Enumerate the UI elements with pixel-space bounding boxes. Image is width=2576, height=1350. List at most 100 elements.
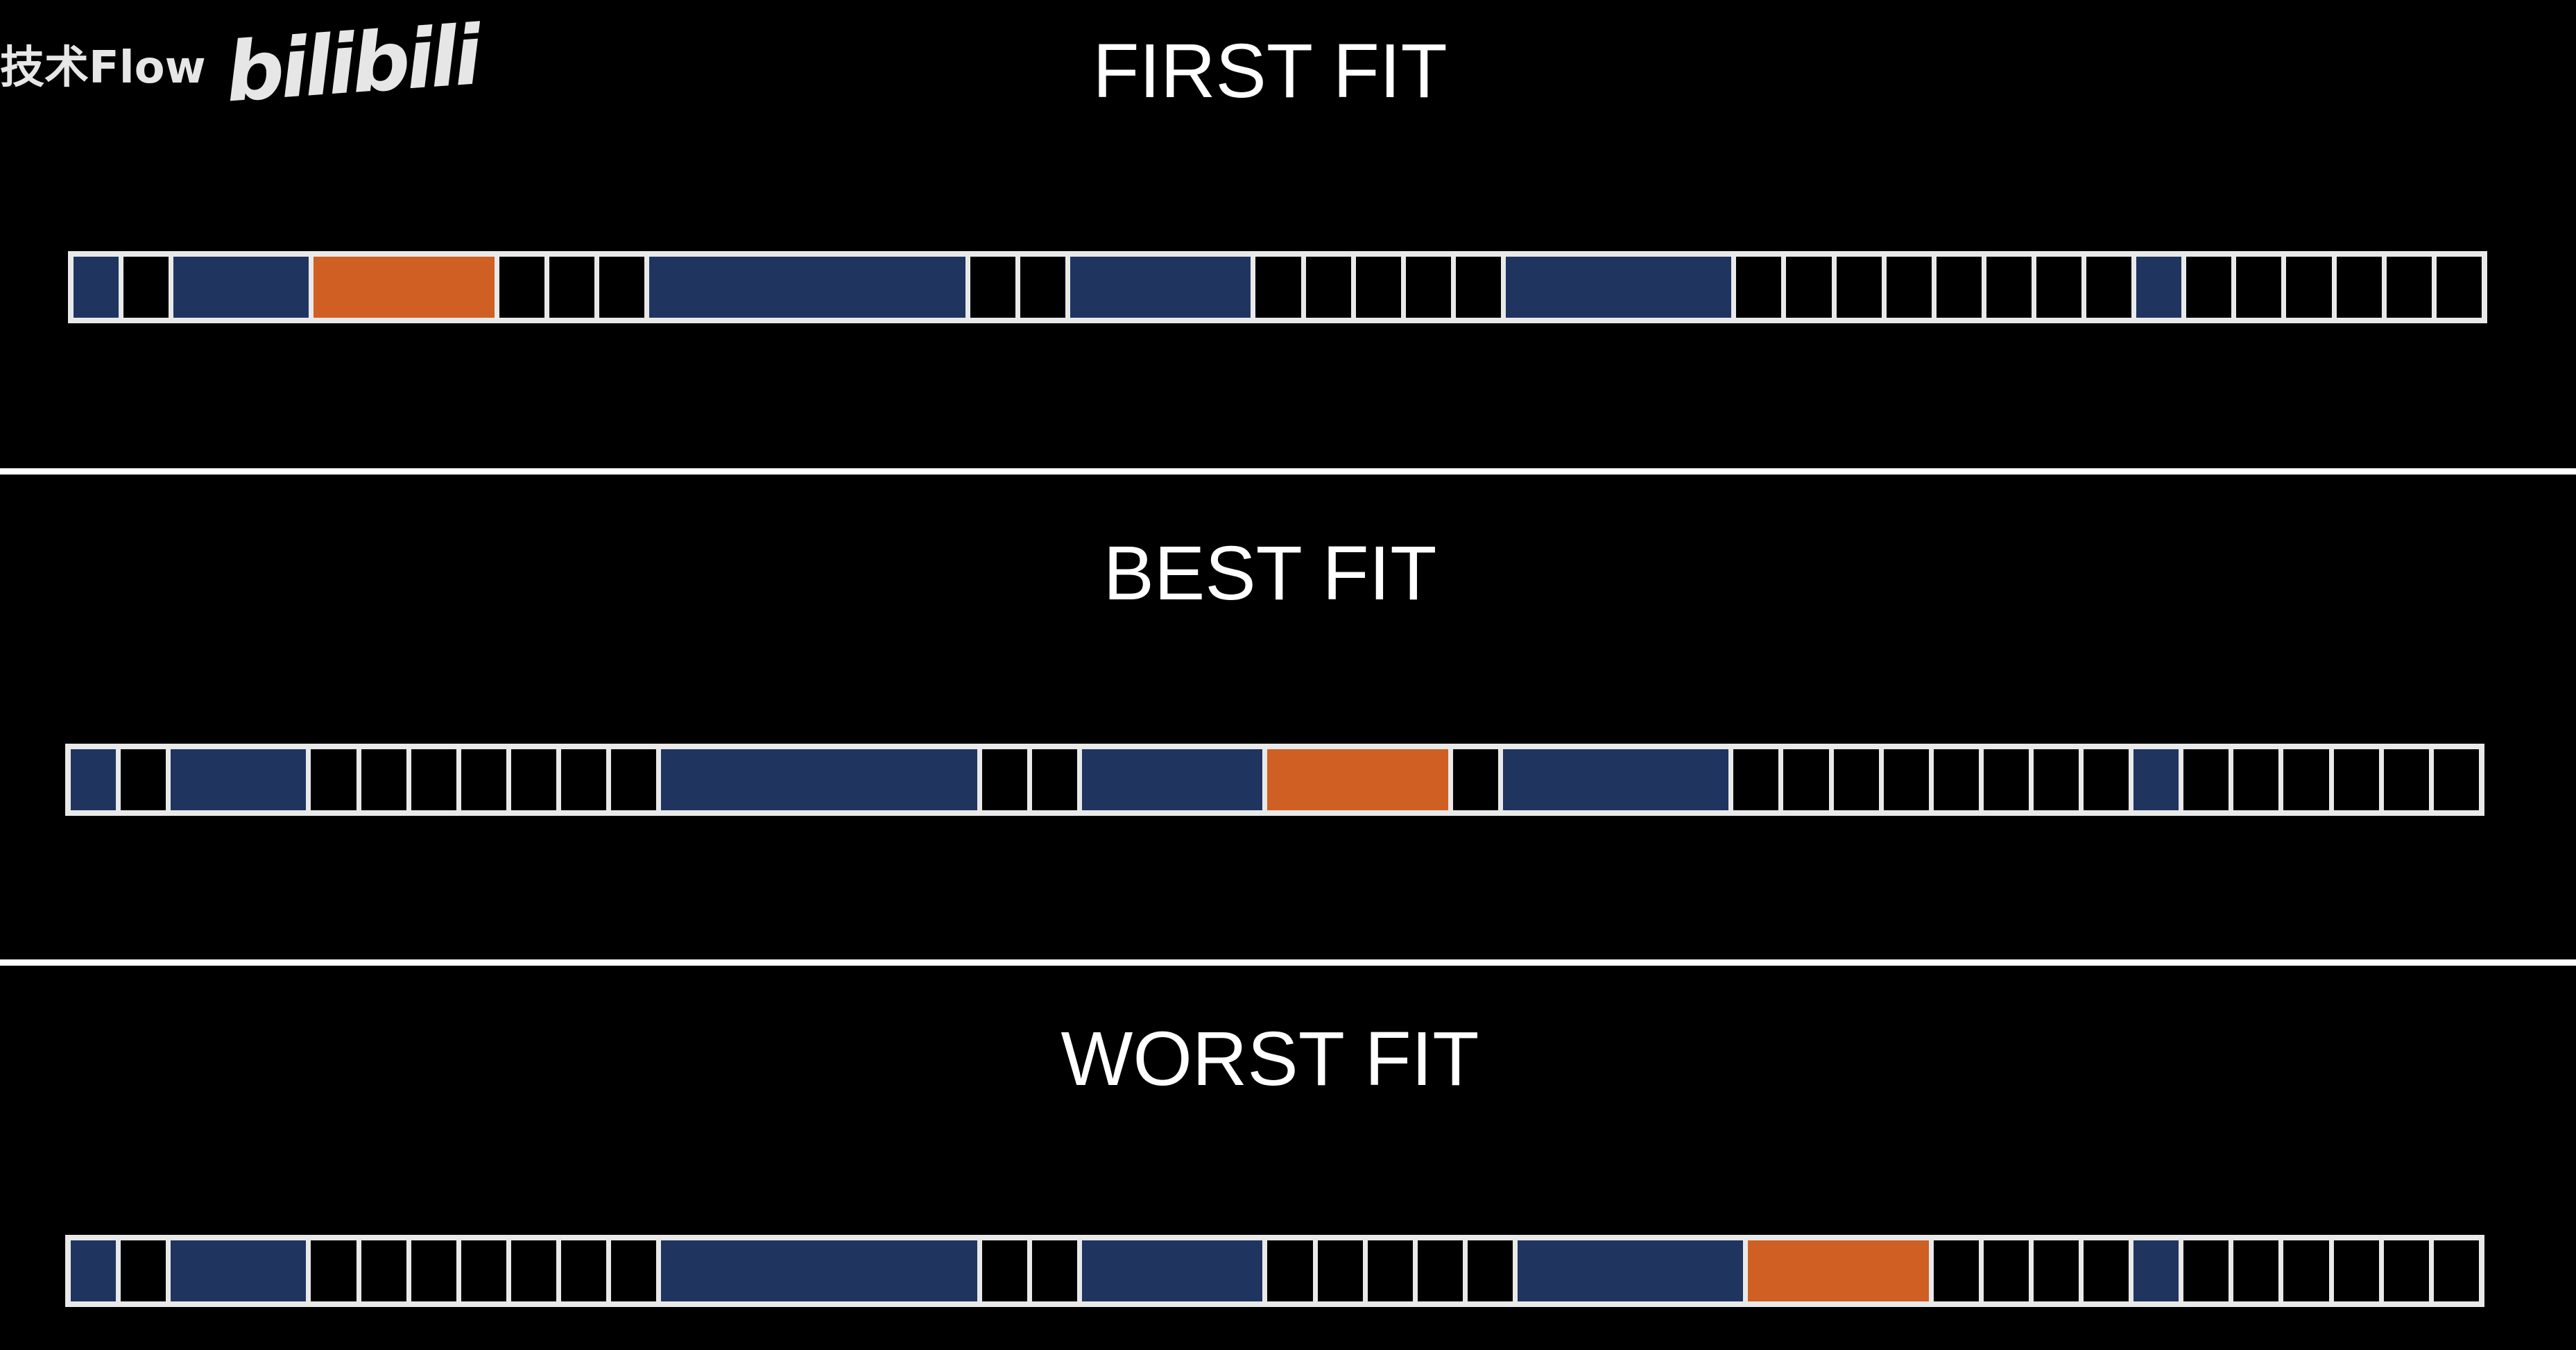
allocated-process-block bbox=[1262, 749, 1448, 810]
free-memory-block bbox=[1448, 749, 1498, 810]
free-memory-block bbox=[2281, 257, 2332, 318]
free-memory-block bbox=[2428, 1240, 2479, 1301]
free-memory-block bbox=[1450, 257, 1501, 318]
free-memory-block bbox=[2331, 257, 2382, 318]
free-memory-block bbox=[965, 257, 1015, 318]
free-memory-block bbox=[1300, 257, 1351, 318]
free-memory-block bbox=[506, 1240, 556, 1301]
best-fit-title: BEST FIT bbox=[1103, 531, 1437, 616]
free-memory-block bbox=[406, 749, 456, 810]
occupied-memory-block bbox=[71, 749, 117, 810]
free-memory-block bbox=[406, 1240, 456, 1301]
free-memory-block bbox=[977, 749, 1027, 810]
occupied-memory-block bbox=[1500, 257, 1732, 318]
free-memory-block bbox=[2028, 1240, 2079, 1301]
best-fit-memory-bar bbox=[65, 744, 2484, 816]
free-memory-block bbox=[2431, 257, 2482, 318]
free-memory-block bbox=[356, 749, 406, 810]
free-memory-block bbox=[1400, 257, 1451, 318]
free-memory-block bbox=[2031, 257, 2082, 318]
occupied-memory-block bbox=[2129, 749, 2179, 810]
occupied-memory-block bbox=[74, 257, 119, 318]
occupied-memory-block bbox=[656, 1240, 977, 1301]
occupied-memory-block bbox=[1512, 1240, 1744, 1301]
occupied-memory-block bbox=[2129, 1240, 2179, 1301]
free-memory-block bbox=[356, 1240, 406, 1301]
free-memory-block bbox=[2428, 749, 2479, 810]
free-memory-block bbox=[606, 1240, 657, 1301]
free-memory-block bbox=[2181, 257, 2232, 318]
first-fit-memory-bar bbox=[68, 251, 2487, 323]
free-memory-block bbox=[556, 1240, 607, 1301]
section-divider bbox=[0, 468, 2576, 475]
free-memory-block bbox=[2381, 257, 2432, 318]
allocated-process-block bbox=[1743, 1240, 1929, 1301]
section-divider bbox=[0, 959, 2576, 966]
worst-fit-title: WORST FIT bbox=[1061, 1016, 1479, 1102]
free-memory-block bbox=[1928, 749, 1979, 810]
occupied-memory-block bbox=[1077, 1240, 1263, 1301]
free-memory-block bbox=[494, 257, 544, 318]
free-memory-block bbox=[1928, 1240, 1979, 1301]
free-memory-block bbox=[2079, 1240, 2129, 1301]
free-memory-block bbox=[506, 749, 556, 810]
occupied-memory-block bbox=[169, 257, 309, 318]
free-memory-block bbox=[2081, 257, 2132, 318]
occupied-memory-block bbox=[1497, 749, 1729, 810]
free-memory-block bbox=[306, 1240, 357, 1301]
free-memory-block bbox=[556, 749, 607, 810]
free-memory-block bbox=[456, 749, 506, 810]
free-memory-block bbox=[2028, 749, 2079, 810]
occupied-memory-block bbox=[2131, 257, 2182, 318]
free-memory-block bbox=[2328, 1240, 2379, 1301]
free-memory-block bbox=[2278, 1240, 2329, 1301]
occupied-memory-block bbox=[1077, 749, 1263, 810]
free-memory-block bbox=[544, 257, 595, 318]
free-memory-block bbox=[594, 257, 645, 318]
free-memory-block bbox=[1350, 257, 1401, 318]
free-memory-block bbox=[306, 749, 357, 810]
free-memory-block bbox=[2328, 749, 2379, 810]
occupied-memory-block bbox=[1065, 257, 1251, 318]
occupied-memory-block bbox=[656, 749, 977, 810]
free-memory-block bbox=[1312, 1240, 1363, 1301]
free-memory-block bbox=[977, 1240, 1027, 1301]
free-memory-block bbox=[2278, 749, 2329, 810]
free-memory-block bbox=[1027, 1240, 1078, 1301]
free-memory-block bbox=[1251, 257, 1301, 318]
free-memory-block bbox=[2231, 257, 2282, 318]
occupied-memory-block bbox=[166, 749, 307, 810]
free-memory-block bbox=[1978, 749, 2029, 810]
free-memory-block bbox=[1362, 1240, 1413, 1301]
free-memory-block bbox=[2229, 749, 2279, 810]
free-memory-block bbox=[1462, 1240, 1513, 1301]
free-memory-block bbox=[1731, 257, 1782, 318]
free-memory-block bbox=[2378, 1240, 2429, 1301]
free-memory-block bbox=[1262, 1240, 1313, 1301]
free-memory-block bbox=[119, 257, 169, 318]
channel-name: 技术Flow bbox=[0, 42, 206, 94]
free-memory-block bbox=[1015, 257, 1066, 318]
first-fit-title: FIRST FIT bbox=[1092, 28, 1448, 114]
worst-fit-memory-bar bbox=[65, 1235, 2484, 1307]
free-memory-block bbox=[2229, 1240, 2279, 1301]
free-memory-block bbox=[1981, 257, 2032, 318]
free-memory-block bbox=[1881, 257, 1932, 318]
free-memory-block bbox=[2179, 749, 2229, 810]
occupied-memory-block bbox=[644, 257, 965, 318]
channel-watermark: 技术Flow bilibili bbox=[0, 7, 481, 120]
free-memory-block bbox=[1412, 1240, 1463, 1301]
free-memory-block bbox=[1878, 749, 1929, 810]
free-memory-block bbox=[1828, 749, 1879, 810]
free-memory-block bbox=[2179, 1240, 2229, 1301]
free-memory-block bbox=[116, 1240, 166, 1301]
free-memory-block bbox=[456, 1240, 506, 1301]
free-memory-block bbox=[116, 749, 166, 810]
free-memory-block bbox=[1778, 749, 1829, 810]
free-memory-block bbox=[1027, 749, 1078, 810]
free-memory-block bbox=[2378, 749, 2429, 810]
free-memory-block bbox=[1931, 257, 1982, 318]
occupied-memory-block bbox=[71, 1240, 117, 1301]
free-memory-block bbox=[1728, 749, 1779, 810]
free-memory-block bbox=[2079, 749, 2129, 810]
